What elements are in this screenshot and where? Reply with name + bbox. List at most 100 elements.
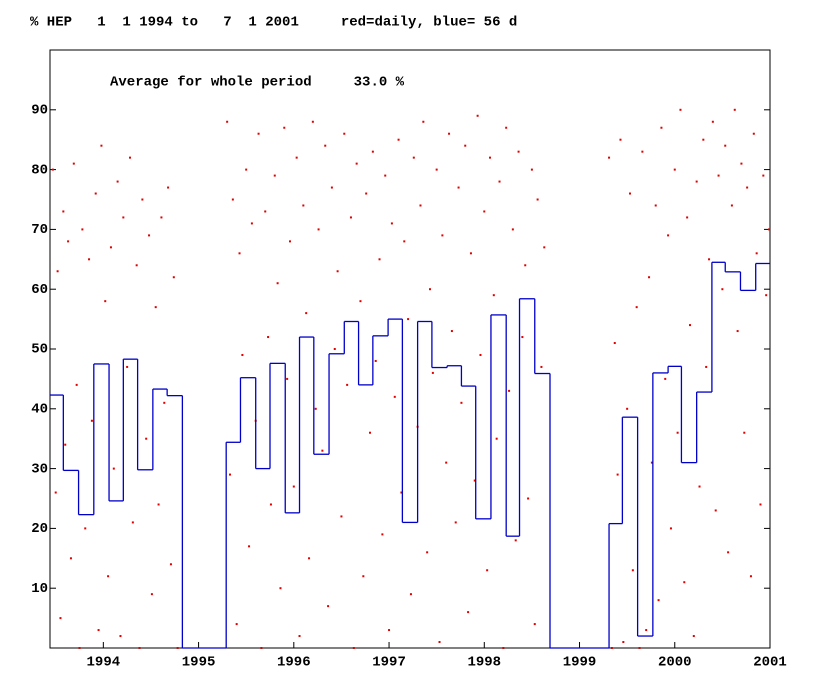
daily-point	[62, 210, 65, 213]
daily-point	[660, 126, 663, 129]
daily-point	[54, 491, 57, 494]
daily-point	[409, 593, 412, 596]
daily-point	[157, 503, 160, 506]
daily-point	[540, 365, 543, 368]
daily-point	[311, 120, 314, 123]
daily-point	[340, 515, 343, 518]
y-tick-label: 10	[31, 581, 48, 597]
daily-point	[64, 443, 67, 446]
daily-point	[631, 569, 634, 572]
daily-point	[721, 288, 724, 291]
daily-point	[733, 108, 736, 111]
daily-point	[109, 246, 112, 249]
daily-point	[648, 276, 651, 279]
daily-point	[235, 623, 238, 626]
daily-point	[505, 126, 508, 129]
daily-point	[100, 144, 103, 147]
daily-point	[245, 168, 248, 171]
daily-point	[369, 431, 371, 434]
daily-point	[51, 168, 54, 171]
daily-point	[533, 623, 536, 626]
daily-point	[384, 174, 387, 177]
daily-point	[346, 383, 349, 386]
daily-point	[388, 629, 391, 632]
daily-point	[81, 228, 84, 231]
daily-point	[112, 467, 115, 470]
daily-point	[298, 635, 301, 638]
daily-point	[273, 174, 276, 177]
daily-point	[352, 647, 355, 649]
daily-point	[90, 419, 93, 422]
daily-point	[755, 252, 758, 255]
daily-point	[638, 647, 641, 649]
daily-point	[765, 294, 768, 297]
y-tick-label: 50	[31, 342, 48, 358]
daily-point	[289, 240, 291, 243]
daily-point	[613, 342, 616, 345]
daily-point	[88, 258, 91, 261]
daily-point	[435, 168, 438, 171]
daily-point	[673, 168, 676, 171]
daily-point	[467, 611, 470, 614]
daily-point	[724, 144, 727, 147]
daily-point	[692, 635, 695, 638]
daily-point	[717, 174, 720, 177]
x-tick-label: 2001	[753, 655, 787, 671]
daily-point	[530, 168, 533, 171]
daily-point	[129, 156, 131, 159]
daily-point	[330, 186, 333, 189]
daily-point	[349, 216, 352, 219]
daily-point	[283, 126, 286, 129]
daily-point	[683, 581, 686, 584]
daily-point	[397, 138, 400, 141]
daily-point	[676, 431, 679, 434]
daily-point	[167, 186, 170, 189]
daily-point	[97, 629, 100, 632]
daily-point	[711, 120, 714, 123]
daily-point	[543, 246, 546, 249]
daily-point	[122, 216, 125, 219]
daily-point	[78, 647, 81, 649]
daily-point	[743, 431, 746, 434]
daily-point	[145, 437, 148, 440]
daily-point	[67, 240, 70, 243]
daily-point	[238, 252, 241, 255]
daily-point	[292, 485, 295, 488]
daily-point	[267, 336, 270, 339]
daily-point	[381, 533, 384, 536]
daily-point	[536, 198, 539, 201]
daily-point	[626, 407, 629, 410]
x-tick-label: 1996	[277, 655, 311, 671]
y-tick-label: 30	[31, 461, 48, 477]
daily-point	[94, 192, 97, 195]
daily-point	[359, 300, 362, 303]
daily-point	[362, 575, 365, 578]
daily-point	[749, 575, 752, 578]
daily-point	[257, 132, 260, 135]
daily-point	[489, 156, 491, 159]
x-tick-label: 1997	[372, 655, 406, 671]
y-tick-label: 60	[31, 282, 48, 298]
x-tick-label: 1998	[467, 655, 501, 671]
daily-point	[473, 479, 476, 482]
daily-point	[308, 557, 311, 560]
daily-point	[635, 306, 638, 309]
daily-point	[514, 539, 517, 542]
daily-point	[126, 365, 129, 368]
daily-point	[524, 264, 527, 267]
daily-point	[730, 204, 733, 207]
daily-point	[231, 198, 234, 201]
daily-point	[176, 647, 179, 649]
daily-point	[429, 288, 431, 291]
y-tick-label: 80	[31, 162, 48, 178]
daily-point	[327, 605, 330, 608]
daily-point	[116, 180, 119, 183]
daily-point	[407, 318, 410, 321]
daily-point	[148, 234, 151, 237]
daily-point	[119, 635, 122, 638]
daily-point	[669, 527, 672, 530]
daily-point	[374, 359, 377, 362]
daily-point	[104, 300, 107, 303]
daily-point	[426, 551, 429, 554]
daily-point	[654, 204, 657, 207]
